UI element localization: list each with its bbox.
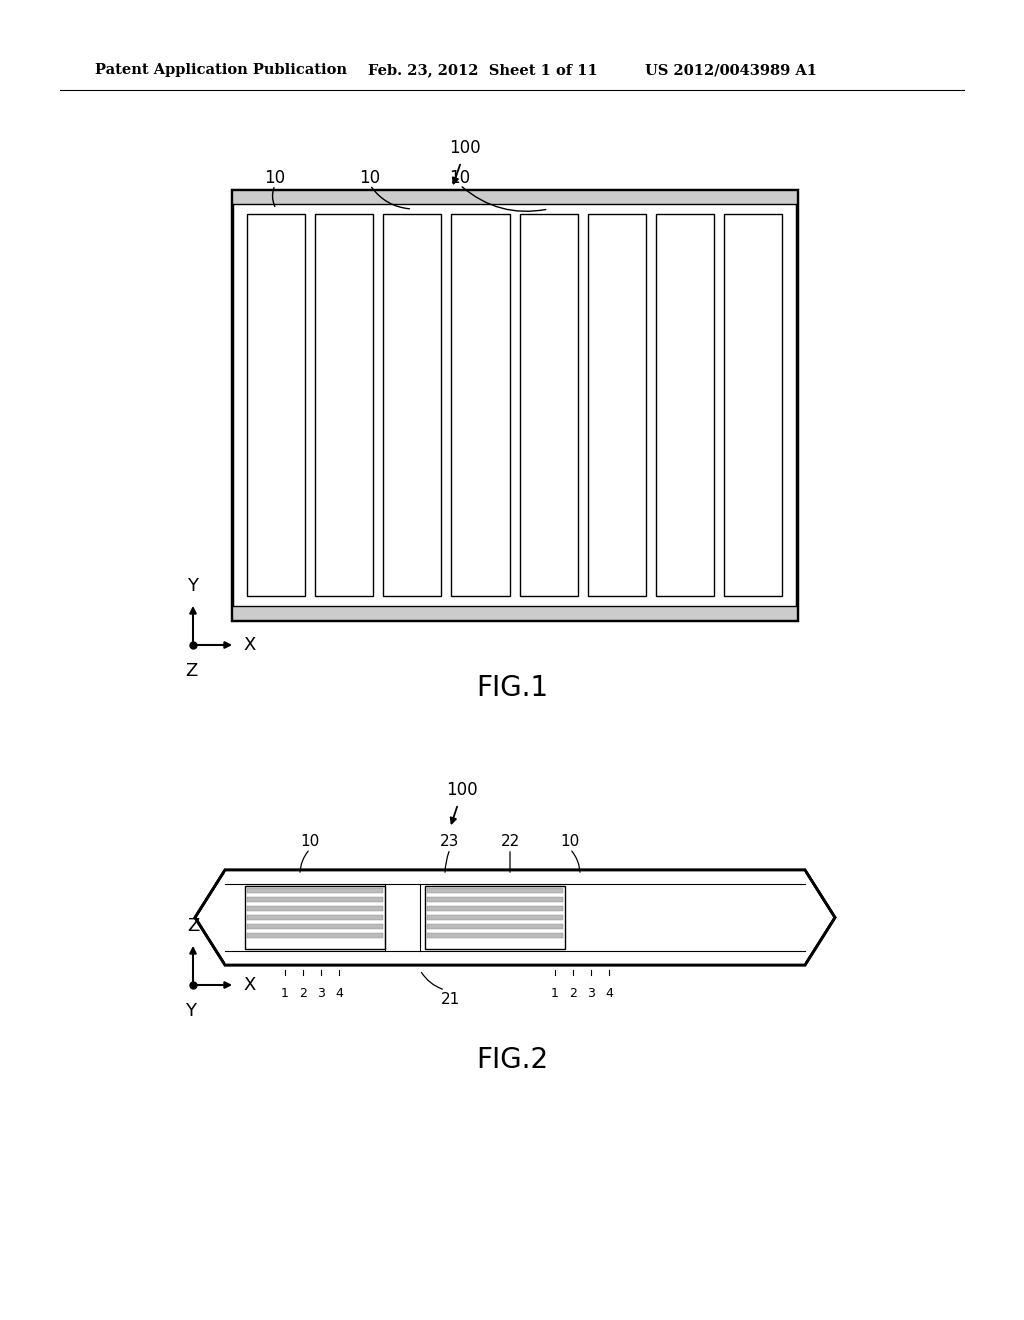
Text: 100: 100	[450, 139, 481, 157]
Bar	[247, 924, 383, 929]
Bar	[245, 886, 385, 949]
Text: 10: 10	[450, 169, 471, 187]
Bar	[247, 888, 383, 892]
Text: 1: 1	[281, 987, 289, 1001]
Text: 3: 3	[587, 987, 595, 1001]
Bar	[724, 214, 782, 597]
Text: 10: 10	[300, 834, 319, 850]
Text: 1: 1	[551, 987, 559, 1001]
Text: Feb. 23, 2012  Sheet 1 of 11: Feb. 23, 2012 Sheet 1 of 11	[368, 63, 598, 77]
Text: FIG.1: FIG.1	[476, 675, 548, 702]
Polygon shape	[195, 870, 835, 965]
Text: Z: Z	[186, 917, 199, 935]
Text: 100: 100	[446, 781, 478, 799]
Text: FIG.2: FIG.2	[476, 1045, 548, 1074]
Text: 3: 3	[317, 987, 325, 1001]
Bar	[427, 933, 563, 939]
Text: Y: Y	[187, 577, 199, 595]
Bar	[225, 950, 805, 965]
Text: 2: 2	[569, 987, 577, 1001]
Bar	[232, 190, 797, 205]
Bar	[225, 884, 805, 950]
Bar	[427, 898, 563, 902]
Text: X: X	[243, 975, 255, 994]
Bar	[519, 214, 578, 597]
Bar	[232, 190, 797, 620]
Bar	[315, 214, 374, 597]
Bar	[225, 870, 805, 884]
Bar	[655, 214, 714, 597]
Text: X: X	[243, 636, 255, 653]
Bar	[427, 888, 563, 892]
Text: Y: Y	[185, 1002, 197, 1020]
Text: 10: 10	[359, 169, 381, 187]
Text: 22: 22	[501, 834, 519, 850]
Text: 23: 23	[440, 834, 460, 850]
Bar	[452, 214, 510, 597]
Text: Z: Z	[185, 663, 198, 680]
Text: US 2012/0043989 A1: US 2012/0043989 A1	[645, 63, 817, 77]
Bar	[425, 886, 565, 949]
Bar	[427, 906, 563, 911]
Bar	[427, 915, 563, 920]
Bar	[588, 214, 646, 597]
Bar	[247, 906, 383, 911]
Text: 21: 21	[440, 993, 460, 1007]
Text: 4: 4	[335, 987, 343, 1001]
Bar	[247, 933, 383, 939]
Bar	[427, 924, 563, 929]
Text: Patent Application Publication: Patent Application Publication	[95, 63, 347, 77]
Text: 10: 10	[560, 834, 580, 850]
Text: 10: 10	[264, 169, 286, 187]
Bar	[383, 214, 441, 597]
Text: 2: 2	[299, 987, 307, 1001]
Bar	[247, 214, 305, 597]
Text: 4: 4	[605, 987, 613, 1001]
Bar	[232, 606, 797, 620]
Bar	[247, 898, 383, 902]
Bar	[247, 915, 383, 920]
